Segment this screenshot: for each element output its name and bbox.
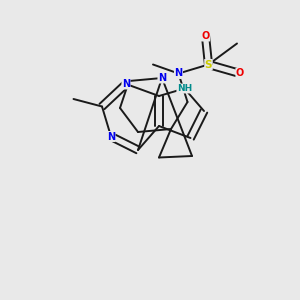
Text: O: O (236, 68, 244, 79)
Text: N: N (122, 79, 130, 89)
Text: N: N (107, 131, 115, 142)
Text: N: N (158, 73, 166, 83)
Text: N: N (174, 68, 183, 79)
Text: O: O (201, 31, 210, 41)
Text: NH: NH (177, 84, 192, 93)
Text: S: S (205, 59, 212, 70)
